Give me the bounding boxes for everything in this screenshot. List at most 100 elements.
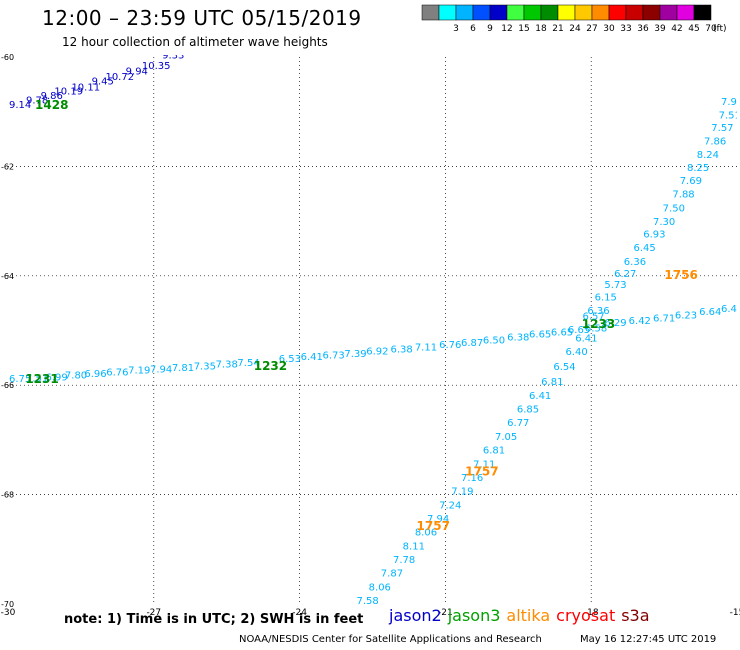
swh-value-label: 6.29 [604, 318, 626, 329]
swh-value-label: 7.39 [344, 349, 366, 360]
colorbar-tick-label: 21 [552, 24, 563, 34]
longitude-tick-label: -15 [730, 608, 740, 618]
swh-value-label: 7.57 [711, 123, 733, 134]
swh-value-label: 5.73 [604, 280, 626, 291]
swh-value-label: 8.25 [687, 163, 709, 174]
swh-value-label: 9.78 [26, 95, 48, 106]
latitude-tick-label: -66 [1, 381, 14, 390]
swh-value-label: 8.11 [403, 541, 425, 552]
colorbar-tick-label: 45 [688, 24, 699, 34]
swh-value-label: 6.93 [643, 230, 665, 241]
map-subtitle: 12 hour collection of altimeter wave hei… [62, 35, 328, 49]
swh-value-label: 6.76 [439, 340, 461, 351]
latitude-tick-label: -62 [1, 162, 14, 171]
latitude-tick-label: -64 [1, 272, 14, 281]
swh-value-label: 6.36 [624, 257, 646, 268]
legend-entry-jason3: jason3 [447, 606, 501, 625]
legend-entry-cryosat: cryosat [556, 606, 616, 625]
legend-entry-jason2: jason2 [389, 606, 442, 625]
swh-value-label: 7.19 [451, 487, 473, 498]
swh-value-label: 6.75 [9, 374, 31, 385]
longitude-tick-label: -24 [292, 608, 307, 618]
colorbar-tick-label: 12 [501, 24, 512, 34]
swh-value-label: 6.81 [483, 446, 505, 457]
swh-value-label: 6.57 [582, 312, 604, 323]
colorbar-unit-label: (ft) [713, 24, 727, 34]
swh-value-label: 10.11 [71, 82, 100, 93]
swh-value-label: 10.19 [54, 87, 83, 98]
swh-value-label: 7.86 [704, 137, 726, 148]
swh-value-label: 7.88 [672, 190, 694, 201]
legend-entry-altika: altika [506, 606, 551, 625]
swh-value-label: 9.14 [9, 100, 31, 111]
swh-value-label: 7.30 [653, 217, 675, 228]
latitude-tick-label: -70 [1, 600, 14, 609]
colorbar-tick-label: 24 [569, 24, 581, 34]
swh-value-label: 7.11 [473, 459, 495, 470]
swh-value-label: 6.53 [279, 354, 301, 365]
satellite-legend: jason2 jason3 altika cryosat s3a [389, 606, 656, 625]
swh-value-label: 6.41 [301, 352, 323, 363]
swh-value-label: 7.80 [65, 371, 87, 382]
swh-value-label: 7.81 [172, 363, 194, 374]
swh-value-label: 6.92 [366, 347, 388, 358]
swh-value-label: 6.27 [614, 269, 636, 280]
swh-value-label: 7.78 [393, 555, 415, 566]
longitude-tick-label: -30 [1, 608, 16, 618]
pass-time-label: 1233 [582, 317, 615, 331]
colorbar-tick-label: 70 [705, 24, 717, 34]
colorbar-tick-label: 39 [654, 24, 666, 34]
swh-value-label: 8.06 [415, 528, 437, 539]
colorbar-tick-label: 27 [586, 24, 597, 34]
swh-value-label: 9.33 [162, 51, 184, 62]
swh-value-label: 9.86 [41, 91, 63, 102]
longitude-tick-label: -18 [584, 608, 599, 618]
swh-value-label: 7.69 [680, 176, 702, 187]
latitude-tick-label: -60 [1, 53, 14, 62]
swh-value-label: 6.73 [322, 350, 344, 361]
colorbar-tick-label: 30 [603, 24, 615, 34]
swh-value-label: 6.65 [529, 330, 551, 341]
swh-value-label: 6.45 [634, 243, 656, 254]
swh-value-label: 6.65 [551, 327, 573, 338]
swh-value-label: 7.54 [237, 358, 259, 369]
swh-value-label: 8.24 [697, 150, 719, 161]
swh-value-label: 6.64 [699, 307, 721, 318]
pass-time-label: 1756 [664, 268, 697, 282]
swh-value-label: 7.16 [461, 473, 483, 484]
latitude-tick-label: -68 [1, 491, 14, 500]
swh-value-label: 6.23 [675, 310, 697, 321]
colorbar-tick-label: 36 [637, 24, 649, 34]
swh-value-label: 7.50 [663, 203, 685, 214]
colorbar-swatch [693, 4, 712, 21]
pass-time-label: 1428 [35, 98, 68, 112]
swh-value-label: 7.05 [495, 432, 517, 443]
colorbar-tick-label: 6 [470, 24, 476, 34]
swh-value-label: 6.38 [391, 344, 413, 355]
swh-value-label: 6.43 [721, 304, 740, 315]
swh-value-label: 7.11 [415, 343, 437, 354]
swh-value-label: 6.76 [106, 367, 128, 378]
swh-value-label: 7.19 [128, 366, 150, 377]
colorbar-tick-label: 18 [535, 24, 547, 34]
colorbar-tick-label: 3 [453, 24, 459, 34]
swh-value-label: 7.24 [439, 500, 461, 511]
swh-value-label: 8.06 [369, 582, 391, 593]
units-note: note: 1) Time is in UTC; 2) SWH is in fe… [64, 612, 364, 627]
swh-value-label: 6.42 [629, 316, 651, 327]
swh-value-label: 6.38 [507, 332, 529, 343]
swh-value-label: 6.99 [45, 372, 67, 383]
swh-value-label: 6.65 [568, 325, 590, 336]
swh-value-label: 6.50 [483, 336, 505, 347]
pass-time-label: 1757 [465, 464, 498, 478]
longitude-tick-label: -27 [146, 608, 161, 618]
swh-value-label: 6.40 [565, 347, 587, 358]
pass-time-label: 1231 [25, 372, 58, 386]
legend-entry-s3a: s3a [621, 606, 650, 625]
swh-value-label: 6.87 [461, 338, 483, 349]
pass-time-label: 1757 [417, 519, 450, 533]
swh-value-label: 7.38 [216, 360, 238, 371]
swh-value-label: 6.85 [517, 405, 539, 416]
swh-value-label: 6.71 [653, 314, 675, 325]
